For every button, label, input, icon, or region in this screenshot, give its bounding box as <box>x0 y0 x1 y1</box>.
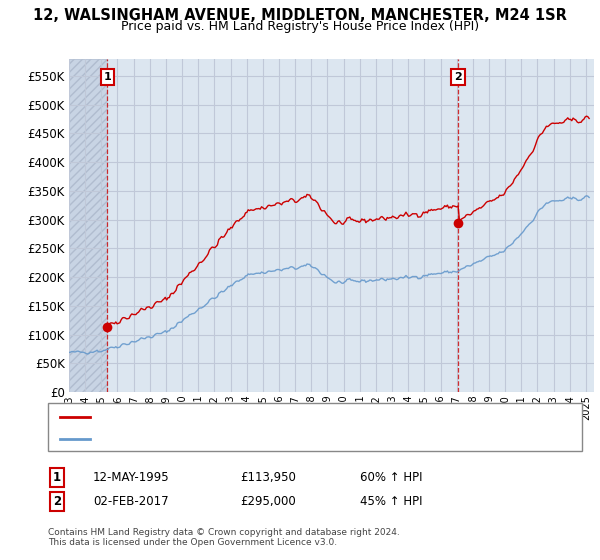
Text: 2: 2 <box>454 72 462 82</box>
Text: Contains HM Land Registry data © Crown copyright and database right 2024.
This d: Contains HM Land Registry data © Crown c… <box>48 528 400 547</box>
Text: HPI: Average price, detached house, Rochdale: HPI: Average price, detached house, Roch… <box>93 434 334 444</box>
Text: 02-FEB-2017: 02-FEB-2017 <box>93 494 169 508</box>
Text: 60% ↑ HPI: 60% ↑ HPI <box>360 470 422 484</box>
Bar <box>69 59 107 392</box>
Text: 12, WALSINGHAM AVENUE, MIDDLETON, MANCHESTER, M24 1SR: 12, WALSINGHAM AVENUE, MIDDLETON, MANCHE… <box>33 8 567 24</box>
Text: 12-MAY-1995: 12-MAY-1995 <box>93 470 170 484</box>
Text: 12, WALSINGHAM AVENUE, MIDDLETON, MANCHESTER, M24 1SR (detached house): 12, WALSINGHAM AVENUE, MIDDLETON, MANCHE… <box>93 412 524 422</box>
Text: 45% ↑ HPI: 45% ↑ HPI <box>360 494 422 508</box>
Text: Price paid vs. HM Land Registry's House Price Index (HPI): Price paid vs. HM Land Registry's House … <box>121 20 479 32</box>
Text: £295,000: £295,000 <box>240 494 296 508</box>
Text: 1: 1 <box>53 470 61 484</box>
Text: 2: 2 <box>53 494 61 508</box>
Text: £113,950: £113,950 <box>240 470 296 484</box>
Bar <box>69 59 107 392</box>
Text: 1: 1 <box>103 72 111 82</box>
